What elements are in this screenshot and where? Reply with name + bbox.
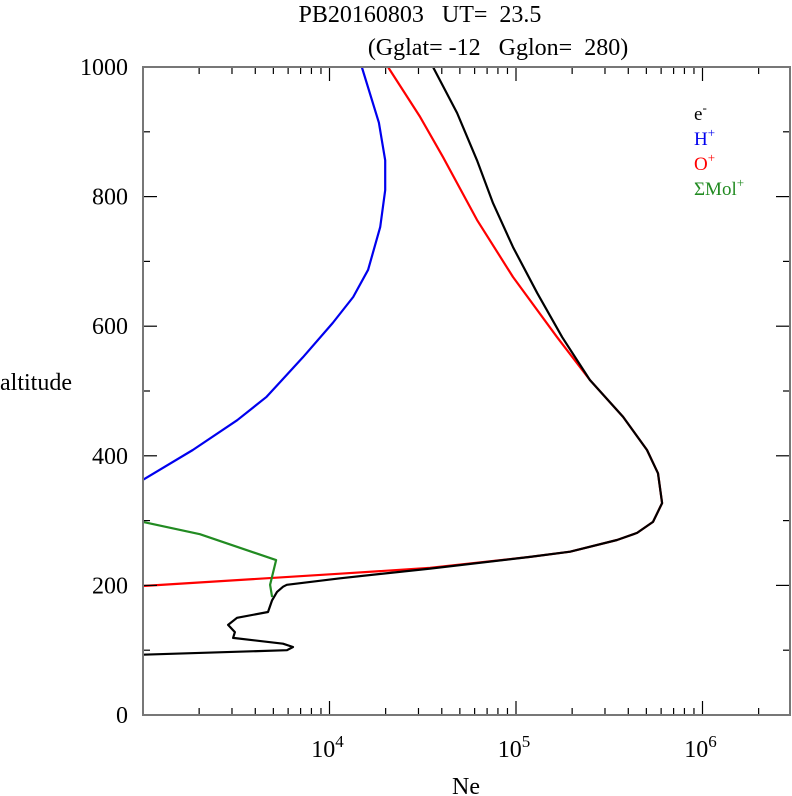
y-tick-label: 800 [92, 185, 128, 211]
legend-label: O [694, 154, 708, 175]
legend-item: e- [694, 100, 707, 125]
chart-title: PB20160803 UT= 23.5 [299, 2, 542, 28]
x-tick-label-base: 10 [498, 737, 522, 763]
x-tick-label-base: 10 [311, 737, 335, 763]
x-tick-label-exp: 4 [335, 732, 344, 751]
y-tick-label: 200 [92, 573, 128, 599]
legend-label-sup: + [708, 125, 715, 140]
y-tick-label: 1000 [80, 55, 128, 81]
y-tick-label: 0 [116, 703, 128, 729]
x-tick-label-exp: 6 [708, 732, 717, 751]
legend-item: H+ [694, 125, 715, 150]
legend-label: H [694, 129, 708, 150]
legend-label-sup: + [737, 175, 744, 190]
series-line-e [142, 66, 664, 656]
plot-frame [142, 66, 791, 716]
series-layer [142, 66, 664, 656]
y-tick-label: 600 [92, 314, 128, 340]
x-axis-label: Ne [452, 774, 480, 796]
x-tick-label-base: 10 [684, 737, 708, 763]
legend-item: ΣMol+ [694, 175, 744, 200]
x-tick-label-exp: 5 [522, 732, 531, 751]
series-line-o [142, 66, 664, 588]
x-tick-label: 104 [311, 732, 344, 763]
y-tick-label: 400 [92, 444, 128, 470]
x-tick-label: 106 [684, 732, 717, 763]
legend-label-sup: - [702, 100, 706, 115]
chart-subtitle: (Gglat= -12 Gglon= 280) [368, 35, 628, 61]
series-line-sum-mol [142, 520, 278, 598]
legend-label-sup: + [708, 150, 715, 165]
x-tick-label: 105 [498, 732, 531, 763]
legend-item: O+ [694, 150, 715, 175]
legend-label: e [694, 104, 702, 125]
y-axis-label: altitude [0, 370, 72, 396]
legend: e-H+O+ΣMol+ [694, 100, 744, 200]
series-line-h [142, 66, 387, 481]
legend-label: ΣMol [694, 179, 737, 200]
